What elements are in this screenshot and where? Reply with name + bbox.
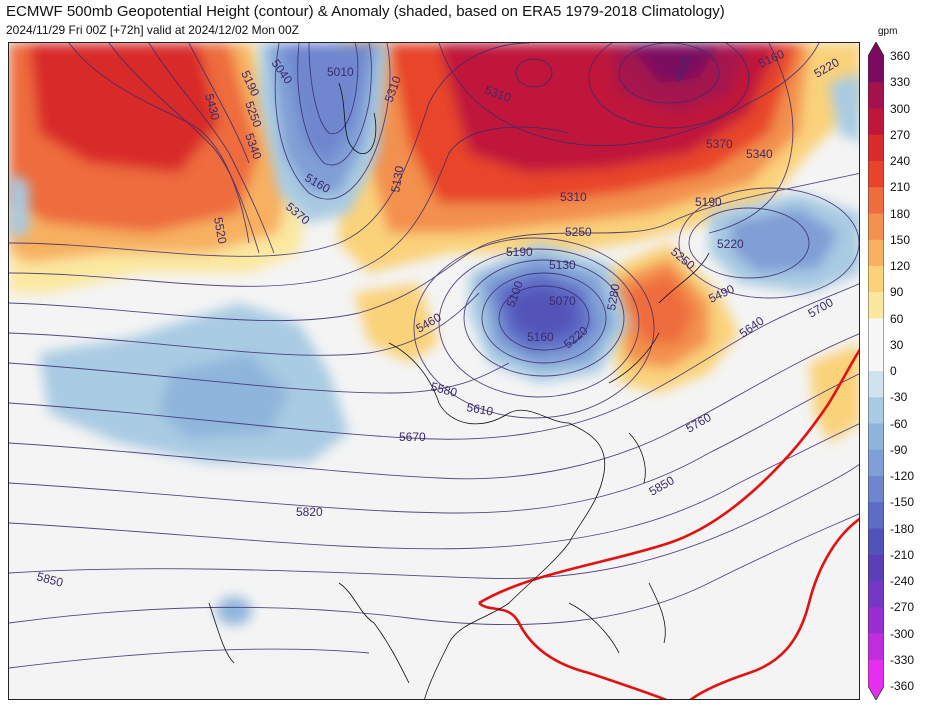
colorbar-segment — [868, 659, 884, 687]
contour-label: 5070 — [549, 294, 576, 308]
colorbar-extend-top — [868, 42, 884, 56]
coastlines — [208, 82, 710, 699]
colorbar-segment — [868, 82, 884, 109]
colorbar-segment — [868, 134, 884, 162]
5880-contour — [478, 348, 859, 699]
colorbar-tick-label: 300 — [890, 101, 911, 116]
colorbar-segment — [868, 161, 884, 188]
map-subtitle: 2024/11/29 Fri 00Z [+72h] valid at 2024/… — [6, 23, 299, 37]
colorbar-tick-label: -30 — [890, 390, 908, 405]
colorbar-tick-label: -60 — [890, 416, 908, 431]
colorbar-segment — [868, 397, 884, 424]
colorbar-tick-label: 330 — [890, 75, 911, 90]
colorbar-tick-label: -240 — [890, 574, 915, 588]
colorbar-segment — [868, 344, 884, 372]
colorbar-segment — [868, 292, 884, 319]
colorbar-tick-label: -90 — [890, 442, 908, 457]
contour-label: 5340 — [746, 147, 773, 161]
colorbar-segment — [868, 607, 884, 634]
map-panel: 5010 5040 5190 5250 5430 5340 5370 5520 … — [8, 42, 860, 700]
colorbar-tick-label: 360 — [890, 49, 911, 63]
colorbar-segment — [868, 423, 884, 451]
colorbar-segment — [868, 528, 884, 556]
colorbar-tick-label: -330 — [890, 652, 915, 667]
colorbar-extend-bottom — [868, 686, 884, 700]
colorbar-segment — [868, 371, 884, 398]
contour-label: 5220 — [717, 237, 744, 251]
contour-label: 5610 — [465, 400, 494, 418]
contour-label: 5280 — [604, 282, 622, 311]
contour-label: 5190 — [695, 195, 722, 209]
contour-label: 5520 — [211, 216, 229, 245]
contour-label: 5820 — [296, 505, 323, 519]
contour-label: 5850 — [35, 569, 65, 590]
contour-label: 5310 — [560, 190, 587, 204]
colorbar-tick-label: -180 — [890, 521, 915, 536]
colorbar-tick-label: -210 — [890, 547, 915, 562]
contour-label: 5430 — [202, 92, 223, 122]
contour-label: 5670 — [399, 430, 426, 444]
colorbar-segment — [868, 318, 884, 346]
colorbar — [868, 42, 884, 700]
colorbar-tick-label: 30 — [890, 337, 904, 352]
colorbar-segment — [868, 449, 884, 477]
contour-label: 5370 — [706, 137, 733, 151]
colorbar-tick-label: -120 — [890, 469, 915, 483]
colorbar-tick-label: 270 — [890, 127, 911, 142]
colorbar-segment — [868, 213, 884, 241]
colorbar-segment — [868, 108, 884, 136]
colorbar-segment — [868, 502, 884, 529]
colorbar-segment — [868, 581, 884, 608]
colorbar-tick-label: -150 — [890, 495, 915, 510]
colorbar-tick-label: 180 — [890, 206, 911, 221]
colorbar-tick-label: 210 — [890, 180, 911, 195]
map-canvas: 5010 5040 5190 5250 5430 5340 5370 5520 … — [9, 43, 859, 699]
colorbar-tick-label: 120 — [890, 259, 911, 273]
contour-label: 5580 — [429, 379, 459, 400]
contour-label: 5130 — [388, 164, 406, 193]
contour-label: 5190 — [506, 245, 533, 259]
colorbar-segment — [868, 476, 884, 503]
colorbar-segment — [868, 187, 884, 214]
colorbar-tick-label: 60 — [890, 311, 904, 326]
colorbar-tick-label: 90 — [890, 285, 904, 300]
colorbar-tick-label: 240 — [890, 154, 911, 168]
contour-label: 5160 — [527, 330, 554, 344]
contour-label: 5250 — [565, 225, 592, 239]
map-title: ECMWF 500mb Geopotential Height (contour… — [6, 3, 725, 20]
colorbar-segment — [868, 266, 884, 293]
colorbar-tick-label: -360 — [890, 679, 915, 693]
colorbar-tick-label: 150 — [890, 232, 911, 247]
colorbar-tick-label: -300 — [890, 626, 915, 641]
colorbar-tick-label: 0 — [890, 364, 897, 378]
colorbar-unit: gpm — [878, 26, 898, 37]
colorbar-tick-label: -270 — [890, 600, 915, 615]
colorbar-segment — [868, 554, 884, 582]
contour-label: 5130 — [549, 258, 576, 272]
colorbar-segment — [868, 239, 884, 267]
colorbar-segment — [868, 56, 884, 83]
contour-label: 5010 — [327, 65, 354, 79]
colorbar-segment — [868, 633, 884, 661]
